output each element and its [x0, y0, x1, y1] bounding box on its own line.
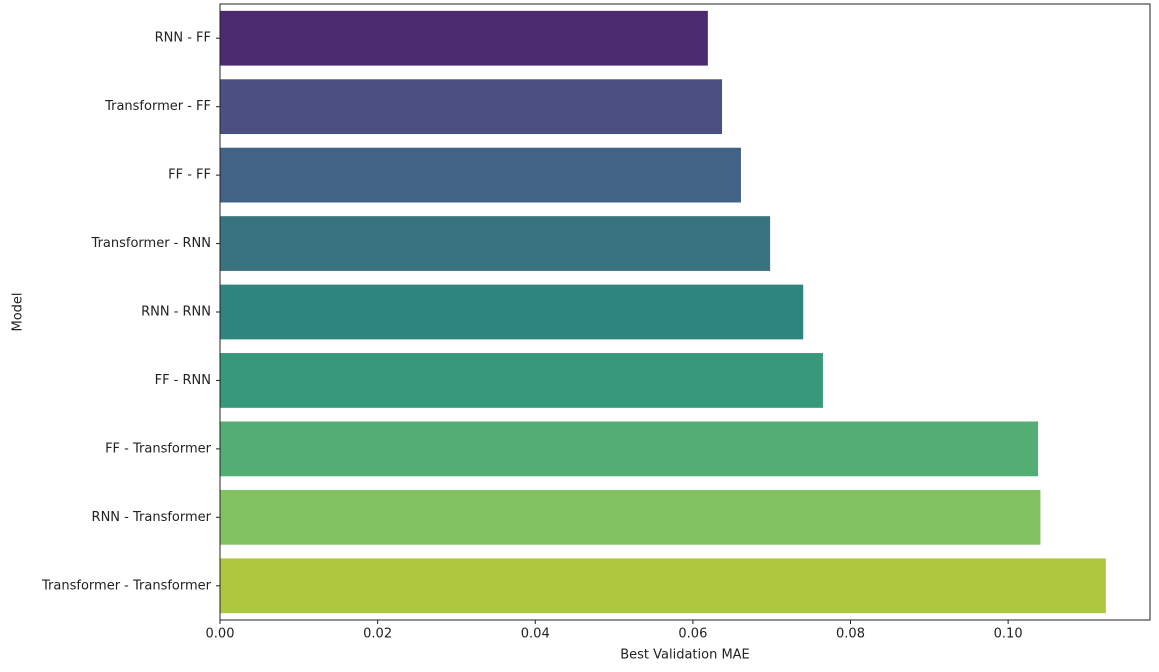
bar — [220, 558, 1106, 614]
y-tick-label: RNN - FF — [155, 31, 211, 46]
bar — [220, 147, 741, 203]
bar — [220, 10, 708, 66]
y-tick-label: FF - FF — [168, 168, 211, 183]
y-tick-label: Transformer - Transformer — [41, 578, 212, 593]
y-tick-label: FF - RNN — [155, 373, 211, 388]
y-tick-label: FF - Transformer — [105, 441, 212, 456]
y-tick-label: RNN - Transformer — [92, 510, 212, 525]
y-tick-label: Transformer - RNN — [91, 236, 211, 251]
bar — [220, 421, 1039, 477]
bar — [220, 489, 1041, 545]
y-axis-label: Model — [11, 292, 26, 331]
y-tick-label: RNN - RNN — [141, 305, 211, 320]
bar — [220, 216, 771, 271]
x-tick-label: 0.04 — [521, 627, 550, 642]
plot-frame — [219, 3, 1151, 621]
x-tick-label: 0.08 — [836, 627, 865, 642]
x-tick-label: 0.10 — [994, 627, 1023, 642]
y-tick-label: Transformer - FF — [104, 99, 211, 114]
bar — [220, 353, 823, 408]
x-tick-label: 0.00 — [206, 627, 235, 642]
x-axis-label: Best Validation MAE — [620, 648, 750, 663]
x-tick-label: 0.06 — [678, 627, 707, 642]
bar — [220, 284, 804, 340]
bar — [220, 79, 723, 135]
x-tick-label: 0.02 — [363, 627, 392, 642]
